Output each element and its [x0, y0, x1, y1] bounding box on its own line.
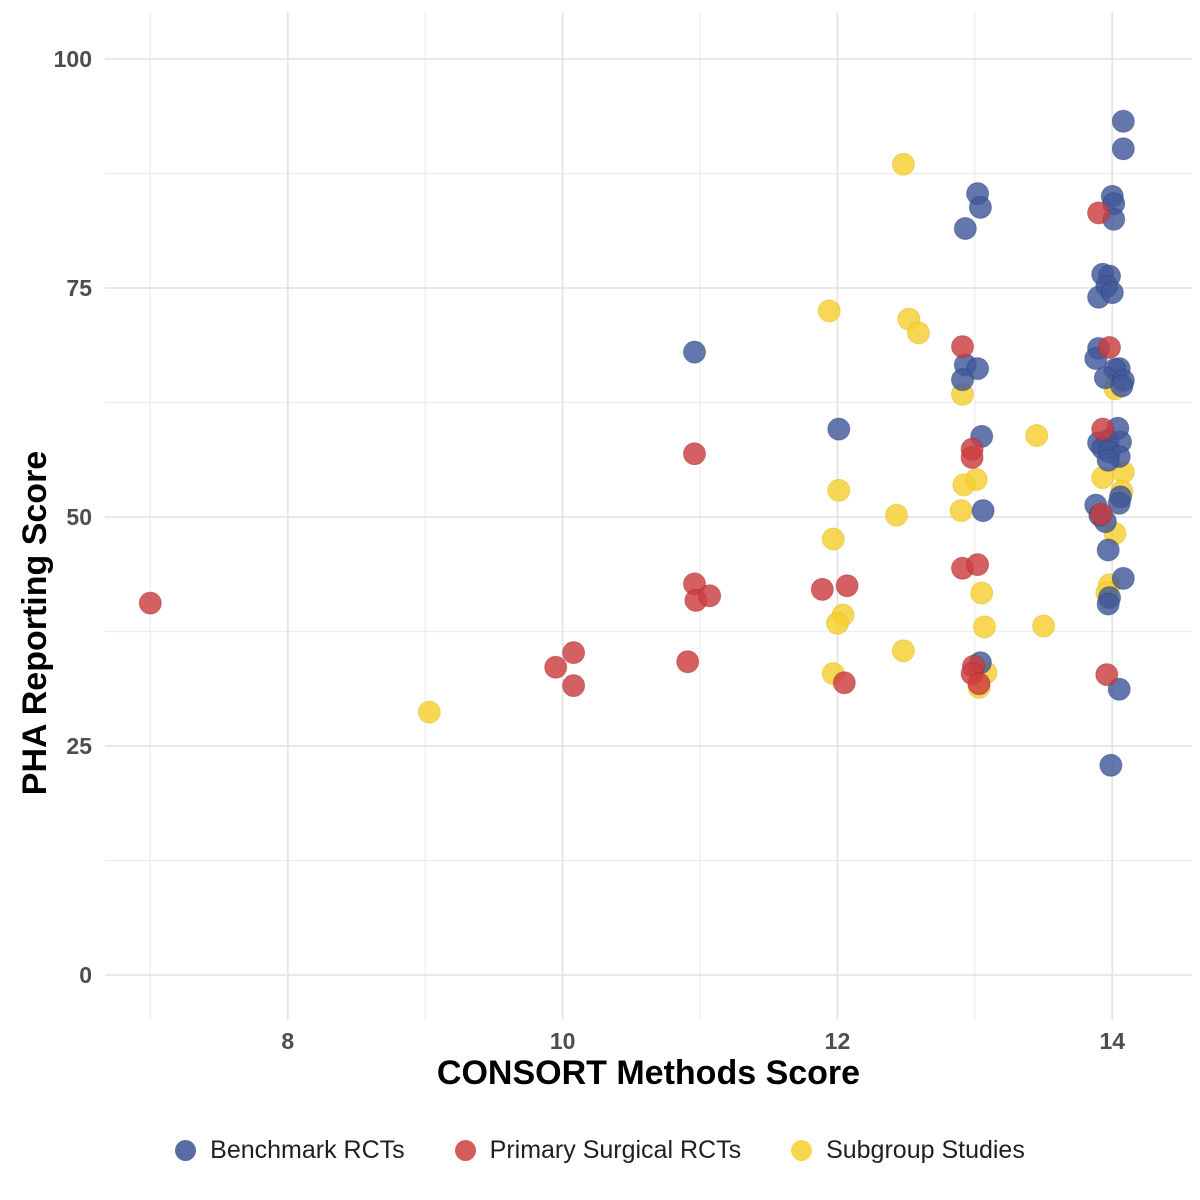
- data-point: [1096, 538, 1120, 562]
- data-point: [683, 442, 706, 466]
- data-point: [951, 368, 974, 392]
- data-point: [835, 574, 859, 598]
- data-point: [951, 335, 974, 359]
- data-point: [1025, 424, 1049, 447]
- data-point: [970, 581, 994, 605]
- data-point: [971, 499, 995, 523]
- data-point: [966, 553, 990, 577]
- data-point: [1095, 663, 1119, 687]
- data-point: [826, 611, 849, 635]
- data-point: [417, 700, 441, 724]
- data-point: [960, 446, 984, 469]
- legend-swatch-icon: [454, 1140, 476, 1161]
- x-tick-label: 14: [1099, 1028, 1126, 1054]
- data-point: [949, 499, 973, 523]
- data-point: [891, 639, 915, 663]
- data-point: [885, 503, 908, 527]
- data-point: [676, 650, 700, 674]
- data-point: [821, 527, 845, 551]
- data-point: [1107, 491, 1131, 515]
- data-point: [562, 674, 586, 698]
- data-point: [1089, 502, 1113, 526]
- data-point: [1087, 201, 1111, 225]
- legend-swatch-icon: [791, 1140, 813, 1161]
- data-point: [1110, 374, 1134, 398]
- data-point: [952, 473, 976, 497]
- data-point: [1099, 753, 1123, 777]
- legend-swatch-icon: [175, 1140, 197, 1161]
- data-point: [1096, 448, 1120, 472]
- data-point: [1100, 281, 1124, 305]
- data-point: [832, 671, 856, 695]
- legend: Benchmark RCTs Primary Surgical RCTs Subgr…: [0, 1136, 1200, 1165]
- y-tick-label: 100: [53, 45, 92, 72]
- data-point: [953, 217, 977, 240]
- data-point: [967, 672, 991, 696]
- data-point: [891, 152, 915, 176]
- grid-major-lines: [105, 12, 1192, 1020]
- data-point: [968, 195, 992, 219]
- data-point: [966, 357, 990, 381]
- data-point: [698, 584, 722, 608]
- data-point: [827, 417, 851, 441]
- x-tick-label: 8: [281, 1028, 295, 1054]
- y-tick-label: 25: [66, 733, 92, 759]
- y-tick-label: 0: [79, 962, 92, 989]
- data-point: [1107, 677, 1131, 701]
- grid-minor-lines: [105, 12, 1192, 1020]
- data-point: [973, 615, 996, 639]
- legend-label: Subgroup Studies: [826, 1136, 1025, 1164]
- legend-label: Benchmark RCTs: [210, 1136, 405, 1164]
- y-tick-label: 75: [66, 275, 92, 301]
- data-point: [544, 655, 568, 679]
- data-point: [1111, 137, 1135, 161]
- y-tick-label: 50: [66, 504, 92, 530]
- data-point: [1096, 592, 1120, 616]
- data-point: [827, 478, 851, 502]
- data-point: [1111, 566, 1135, 590]
- legend-label: Primary Surgical RCTs: [489, 1136, 742, 1164]
- data-point: [907, 321, 930, 345]
- x-tick-label: 12: [824, 1028, 851, 1054]
- legend-item: Primary Surgical RCTs: [454, 1136, 742, 1165]
- x-tick-label: 10: [549, 1028, 576, 1054]
- legend-item: Subgroup Studies: [791, 1136, 1025, 1165]
- data-point: [1098, 336, 1121, 359]
- data-point: [1091, 417, 1115, 441]
- data-point: [138, 591, 162, 615]
- data-points-layer: [138, 109, 1135, 777]
- x-axis-title: CONSORT Methods Score: [436, 1054, 861, 1092]
- data-point: [1111, 109, 1135, 133]
- data-point: [562, 641, 586, 665]
- data-point: [683, 340, 706, 364]
- legend-item: Benchmark RCTs: [175, 1136, 405, 1165]
- data-point: [810, 577, 834, 601]
- y-axis-title: PHA Reporting Score: [16, 450, 54, 796]
- data-point: [817, 299, 841, 323]
- data-point: [1032, 614, 1056, 638]
